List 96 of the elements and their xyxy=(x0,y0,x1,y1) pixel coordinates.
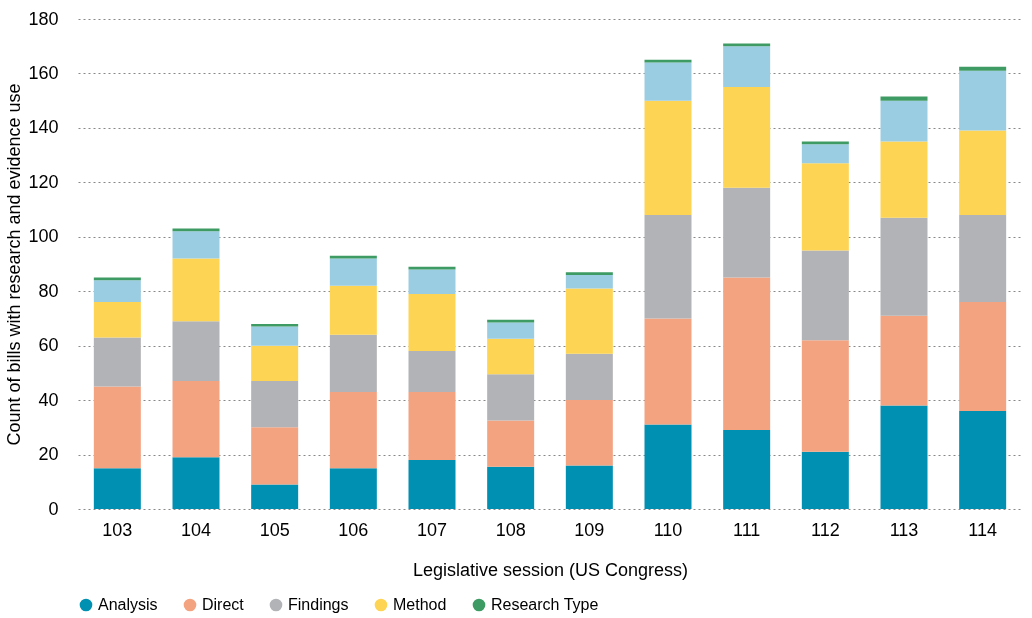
bar xyxy=(487,319,535,323)
bar xyxy=(959,70,1007,131)
bar xyxy=(880,405,928,509)
bar xyxy=(487,322,535,339)
bar xyxy=(959,215,1007,303)
bar xyxy=(801,451,849,509)
bar xyxy=(723,187,771,278)
bar xyxy=(408,391,456,460)
x-axis-title: Legislative session (US Congress) xyxy=(412,559,689,580)
bar xyxy=(959,302,1007,411)
bar xyxy=(565,353,613,401)
bar xyxy=(487,420,535,467)
bar xyxy=(644,424,692,509)
bar xyxy=(644,62,692,101)
bar xyxy=(172,457,220,509)
legend-label: Findings xyxy=(288,596,349,613)
bar xyxy=(723,87,771,188)
bar xyxy=(329,255,377,259)
bar xyxy=(880,96,928,101)
bar xyxy=(565,272,613,275)
bar xyxy=(172,258,220,322)
legend-label: Direct xyxy=(202,596,245,613)
bar xyxy=(880,100,928,142)
bar xyxy=(251,323,299,327)
bar xyxy=(329,391,377,469)
x-tick-label: 109 xyxy=(574,519,605,540)
x-tick-label: 103 xyxy=(102,519,133,540)
x-tick-label: 108 xyxy=(495,519,526,540)
y-tick-label: 0 xyxy=(48,498,59,519)
legend-label: Method xyxy=(393,596,447,613)
bar xyxy=(172,381,220,458)
bar xyxy=(172,321,220,382)
bar xyxy=(880,217,928,316)
bar xyxy=(93,280,141,303)
bar xyxy=(565,465,613,509)
bar xyxy=(565,288,613,354)
x-tick-label: 106 xyxy=(338,519,369,540)
y-tick-label: 180 xyxy=(28,8,59,29)
bar xyxy=(723,430,771,509)
x-tick-label: 114 xyxy=(968,519,998,540)
bar xyxy=(644,100,692,215)
y-tick-label: 120 xyxy=(28,171,59,192)
bar xyxy=(880,141,928,218)
bar xyxy=(801,144,849,164)
legend-label: Research Type xyxy=(491,596,599,613)
x-tick-label: 107 xyxy=(416,519,448,540)
bar xyxy=(329,258,377,286)
bar xyxy=(723,46,771,88)
bar xyxy=(565,274,613,289)
bar xyxy=(251,484,299,509)
bar xyxy=(723,277,771,431)
x-tick-label: 111 xyxy=(732,519,761,540)
x-tick-label: 105 xyxy=(259,519,290,540)
bar xyxy=(959,66,1007,71)
y-tick-label: 20 xyxy=(38,444,59,465)
bar xyxy=(172,231,220,259)
y-tick-label: 80 xyxy=(38,280,59,301)
bar xyxy=(487,466,535,509)
bar xyxy=(959,130,1007,215)
bar xyxy=(251,345,299,382)
bar xyxy=(93,337,141,387)
bar xyxy=(408,351,456,392)
bar xyxy=(801,340,849,452)
bar xyxy=(959,411,1007,509)
bar xyxy=(880,315,928,406)
bar xyxy=(329,334,377,392)
bar xyxy=(565,400,613,466)
bar xyxy=(644,318,692,425)
bar xyxy=(329,285,377,335)
bar xyxy=(487,338,535,375)
bar xyxy=(408,293,456,352)
bar xyxy=(644,215,692,319)
bar xyxy=(251,427,299,485)
legend-label: Analysis xyxy=(98,596,158,613)
bar xyxy=(251,381,299,428)
y-axis-title: Count of bills with research and evidence use xyxy=(4,83,25,446)
y-tick-label: 60 xyxy=(38,335,59,356)
y-tick-label: 40 xyxy=(38,389,59,410)
y-tick-label: 100 xyxy=(28,226,59,247)
y-tick-label: 140 xyxy=(28,117,59,138)
bar xyxy=(801,250,849,341)
x-tick-label: 104 xyxy=(180,519,212,540)
bar xyxy=(93,386,141,469)
bar xyxy=(251,326,299,346)
x-tick-label: 113 xyxy=(889,519,919,540)
bar xyxy=(408,460,456,509)
bar xyxy=(93,302,141,338)
bar xyxy=(644,59,692,63)
bar xyxy=(408,269,456,294)
x-tick-label: 112 xyxy=(810,519,840,540)
bar xyxy=(801,163,849,251)
bar xyxy=(93,468,141,509)
bar xyxy=(329,468,377,509)
bar xyxy=(487,374,535,421)
x-tick-label: 110 xyxy=(653,519,683,540)
y-tick-label: 160 xyxy=(28,62,59,83)
